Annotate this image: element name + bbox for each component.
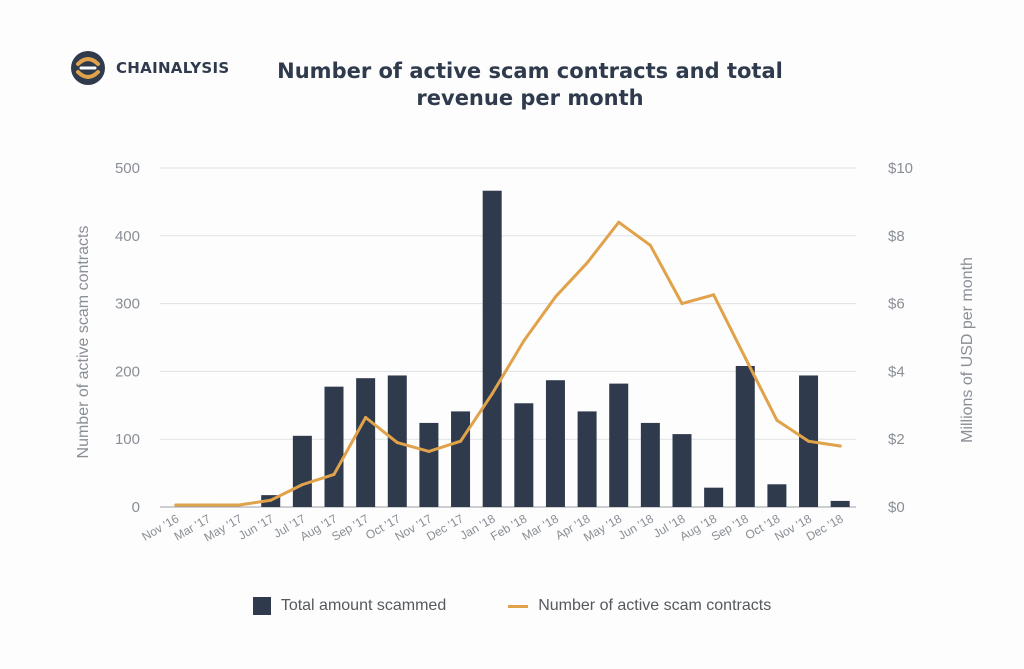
legend-swatch-bar (252, 597, 271, 615)
legend-item-line: Number of active scam contracts (508, 597, 771, 615)
line-point (680, 302, 684, 306)
line-point (205, 503, 209, 507)
bar (704, 487, 724, 507)
line-point (459, 439, 463, 443)
left-tick-label: 100 (115, 431, 140, 448)
right-tick-label: $0 (888, 499, 905, 516)
legend-swatch-line (508, 604, 529, 608)
bar (609, 383, 629, 507)
line-point (553, 295, 557, 299)
x-tick-label: Sep '18 (709, 511, 751, 543)
line-point (743, 356, 747, 360)
line-series (174, 220, 842, 507)
right-tick-label: $6 (888, 296, 905, 313)
x-tick-label: Jun '18 (616, 511, 656, 542)
bar (451, 411, 471, 507)
line-point (807, 439, 811, 443)
legend-label-bars: Total amount scammed (280, 597, 447, 614)
bar (545, 380, 565, 507)
line-point (332, 472, 336, 476)
right-tick-label: $2 (888, 431, 905, 448)
bar (514, 403, 534, 507)
right-axis-ticks: $0 $2 $4 $6 $8 $10 (888, 160, 913, 516)
line-point (300, 483, 304, 487)
left-tick-label: 500 (115, 160, 140, 177)
bar (830, 500, 850, 507)
line-point (522, 339, 526, 343)
bar (419, 422, 439, 507)
legend-item-bars: Total amount scammed (252, 597, 447, 615)
left-tick-label: 400 (115, 228, 140, 245)
chart-title-line1: Number of active scam contracts and tota… (277, 59, 783, 83)
legend-label-line: Number of active scam contracts (538, 597, 772, 614)
line-point (712, 293, 716, 297)
bar (672, 434, 692, 507)
bar-series (261, 190, 850, 507)
left-tick-label: 300 (115, 296, 140, 313)
x-tick-label: Dec '18 (804, 511, 846, 543)
bar (482, 190, 502, 507)
bar (324, 386, 344, 507)
x-tick-label: Mar '18 (520, 511, 562, 543)
line-point (490, 392, 494, 396)
right-tick-label: $4 (888, 363, 905, 380)
line-point (395, 441, 399, 445)
left-tick-label: 0 (132, 499, 140, 516)
left-axis-ticks: 0 100 200 300 400 500 (115, 160, 140, 516)
brand-logo: CHAINALYSIS (70, 50, 230, 86)
line-point (775, 418, 779, 422)
right-tick-label: $10 (888, 160, 913, 177)
left-tick-label: 200 (115, 363, 140, 380)
line-point (838, 444, 842, 448)
bar (735, 365, 755, 507)
x-tick-label: Sep '17 (329, 511, 371, 543)
line-point (237, 503, 241, 507)
chart-title-line2: revenue per month (416, 86, 644, 110)
line-point (269, 498, 273, 502)
line-point (648, 243, 652, 247)
line-point (617, 220, 621, 224)
line-point (427, 449, 431, 453)
bar (356, 378, 376, 507)
left-axis-title: Number of active scam contracts (75, 226, 92, 459)
chainalysis-logo-icon (71, 51, 105, 85)
chart-title: Number of active scam contracts and tota… (230, 58, 830, 112)
line-point (364, 416, 368, 420)
bar (767, 484, 787, 507)
bar (292, 435, 312, 507)
series-line (174, 220, 842, 507)
brand-name: CHAINALYSIS (116, 59, 230, 77)
chart-legend: Total amount scammed Number of active sc… (0, 597, 1024, 615)
bar (640, 422, 660, 507)
bar (577, 411, 597, 507)
right-tick-label: $8 (888, 228, 905, 245)
x-tick-label: Jun '17 (236, 511, 276, 542)
line-point (174, 503, 178, 507)
right-axis-title: Millions of USD per month (959, 257, 976, 443)
x-tick-label: Dec '17 (424, 511, 466, 543)
line-point (585, 261, 589, 265)
